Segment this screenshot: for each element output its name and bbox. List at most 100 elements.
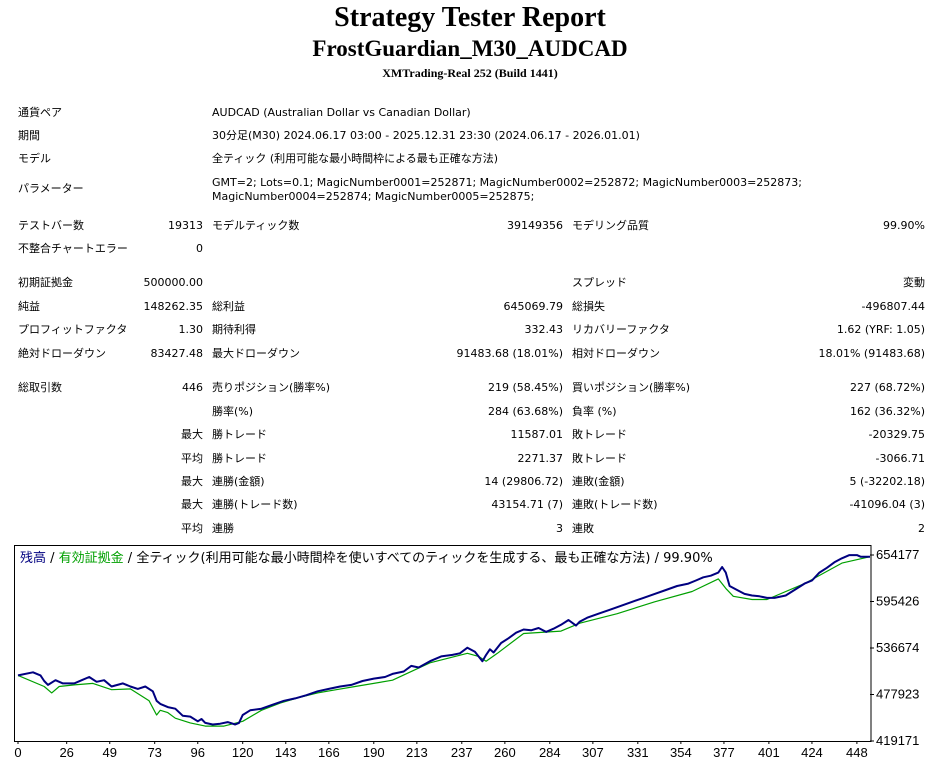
max-word: 最大 [181,428,203,441]
avg-loss-value: -3066.71 [875,452,925,465]
rf-label: リカバリーファクタ [572,323,670,336]
x-tick-label: 260 [494,745,516,759]
y-tick-label: 595426 [876,593,919,608]
gross-loss-label: 総損失 [572,300,605,313]
params-value: GMT=2; Lots=0.1; MagicNumber0001=252871;… [212,176,803,203]
params-label: パラメーター [18,182,84,195]
max-loss-label: 敗トレード [572,428,627,441]
report-subtitle: FrostGuardian_M30_AUDCAD [312,36,628,61]
pf-label: プロフィットファクタ [18,323,128,336]
win-value: 284 (63.68%) [487,405,563,418]
cons-loss-avg-value: 2 [918,522,925,535]
trades-label: 総取引数 [18,381,62,394]
y-tick-label: 654177 [876,547,919,562]
avg-win-value: 2271.37 [517,452,564,465]
cons-loss-max-label: 連敗(トレード数) [572,498,658,511]
cons-win-amt-label: 連勝(金額) [212,475,265,488]
x-tick-label: 96 [191,745,205,759]
loss-value: 162 (36.32%) [849,405,925,418]
mismatch-label: 不整合チャートエラー [18,242,128,255]
symbol-value: AUDCAD (Australian Dollar vs Canadian Do… [212,106,471,119]
x-tick-label: 190 [363,745,385,759]
cons-loss-amt-label: 連敗(金額) [572,475,625,488]
cons-win-amt-value: 14 (29806.72) [484,475,563,488]
rel-dd-label: 相対ドローダウン [572,347,660,360]
loss-label: 負率 (%) [572,405,617,418]
cons-loss-max-value: -41096.04 (3) [849,498,925,511]
avg-loss-label: 敗トレード [572,452,627,465]
x-tick-label: 401 [758,745,780,759]
x-tick-label: 377 [713,745,735,759]
spread-value: 変動 [903,276,925,289]
y-tick-label: 477923 [876,686,919,701]
spread-label: スプレッド [572,276,627,289]
max-loss-value: -20329.75 [868,428,925,441]
mismatch-value: 0 [196,242,203,255]
ticks-value: 39149356 [507,219,563,232]
max-dd-value: 91483.68 (18.01%) [456,347,563,360]
legend-item: / [46,551,55,566]
deposit-label: 初期証拠金 [18,276,73,289]
avg-word: 平均 [181,452,203,465]
net-value: 148262.35 [143,300,204,313]
rf-value: 1.62 (YRF: 1.05) [836,323,925,336]
cons-win-max-value: 43154.71 (7) [491,498,563,511]
legend-item: 残高 [20,550,46,566]
x-tick-label: 284 [539,745,561,759]
x-tick-label: 0 [14,745,21,759]
y-tick-label: 419171 [876,733,919,748]
max-word: 最大 [181,498,203,511]
x-tick-label: 424 [801,745,823,759]
gross-loss-value: -496807.44 [861,300,925,313]
model-value: 全ティック (利用可能な最小時間枠による最も正確な方法) [212,152,499,165]
x-tick-label: 237 [451,745,473,759]
legend-item: / [124,551,133,566]
legend-item: 全ティック(利用可能な最小時間枠を使いすべてのティックを生成する、最も正確な方法… [132,550,650,566]
short-label: 売りポジション(勝率%) [212,381,331,394]
model-label: モデル [18,152,51,165]
payoff-label: 期待利得 [212,323,256,336]
legend-item: 有効証拠金 [55,550,124,566]
short-value: 219 (58.45%) [487,381,563,394]
series-equity-line [17,556,871,727]
legend-item: 99.90% [659,551,713,566]
x-tick-label: 143 [275,745,297,759]
x-tick-label: 73 [147,745,161,759]
server-info: XMTrading-Real 252 (Build 1441) [382,66,558,80]
max-word: 最大 [181,475,203,488]
long-value: 227 (68.72%) [849,381,925,394]
gross-profit-label: 総利益 [212,300,245,313]
gross-profit-value: 645069.79 [503,300,564,313]
max-win-value: 11587.01 [510,428,564,441]
deposit-value: 500000.00 [143,276,204,289]
report-title: Strategy Tester Report [334,2,606,33]
chart-frame [14,545,872,742]
trades-value: 446 [182,381,203,394]
abs-dd-label: 絶対ドローダウン [18,347,106,360]
quality-label: モデリング品質 [572,219,649,232]
x-tick-label: 448 [846,745,868,759]
x-tick-label: 49 [103,745,117,759]
net-label: 純益 [18,300,40,313]
series-balance-line [17,554,870,726]
x-tick-label: 120 [232,745,254,759]
win-label: 勝率(%) [212,405,254,418]
chart-legend: 残高 / 有効証拠金 / 全ティック(利用可能な最小時間枠を使いすべてのティック… [20,550,713,566]
bars-value: 19313 [168,219,203,232]
max-win-label: 勝トレード [212,428,267,441]
x-tick-label: 26 [59,745,73,759]
legend-item: / [650,551,659,566]
cons-loss-avg-label: 連敗 [572,522,594,535]
x-tick-label: 213 [406,745,428,759]
avg-win-label: 勝トレード [212,452,267,465]
x-tick-label: 307 [582,745,604,759]
bars-label: テストバー数 [18,219,84,232]
y-tick-label: 536674 [876,640,919,655]
cons-win-avg-label: 連勝 [212,522,234,535]
cons-loss-amt-value: 5 (-32202.18) [849,475,925,488]
x-tick-label: 331 [627,745,649,759]
x-tick-label: 166 [318,745,340,759]
symbol-label: 通貨ペア [18,106,62,119]
payoff-value: 332.43 [524,323,564,336]
pf-value: 1.30 [178,323,204,336]
